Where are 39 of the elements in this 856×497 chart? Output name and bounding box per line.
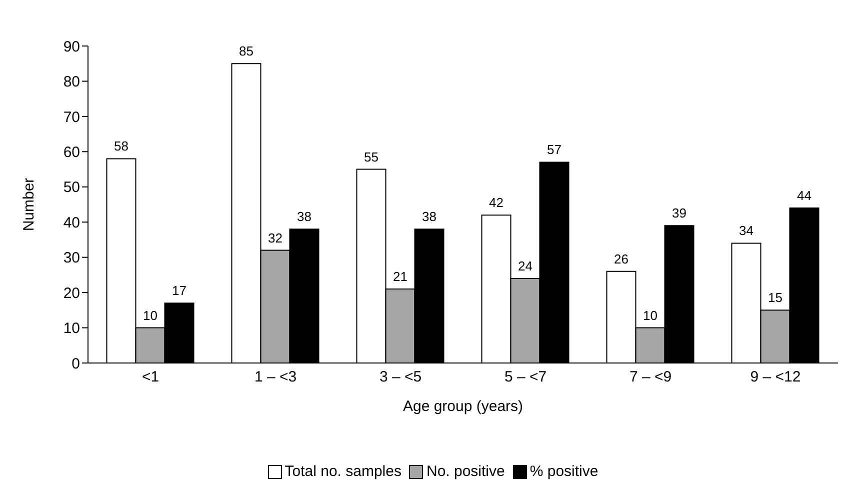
y-tick-label: 30 bbox=[63, 250, 80, 267]
data-label: 17 bbox=[172, 283, 186, 298]
y-tick-label: 90 bbox=[63, 38, 80, 56]
y-tick-label: 0 bbox=[72, 355, 80, 372]
data-label: 24 bbox=[518, 258, 532, 274]
data-label: 85 bbox=[239, 44, 254, 59]
data-label: 32 bbox=[268, 230, 282, 246]
y-axis-title: Number bbox=[20, 178, 38, 232]
data-label: 39 bbox=[672, 206, 686, 221]
data-label: 42 bbox=[489, 195, 504, 210]
data-label: 10 bbox=[143, 308, 158, 323]
data-label: 10 bbox=[643, 308, 658, 323]
y-tick-label: 10 bbox=[63, 320, 80, 338]
legend-label: Total no. samples bbox=[284, 463, 402, 480]
data-label: 38 bbox=[422, 209, 436, 224]
y-tick-label: 60 bbox=[63, 144, 80, 161]
data-label: 57 bbox=[547, 142, 562, 158]
data-label: 21 bbox=[393, 269, 408, 284]
x-tick-label: 9 – <12 bbox=[750, 368, 801, 386]
data-label: 58 bbox=[114, 138, 128, 154]
x-axis-title: Age group (years) bbox=[402, 398, 524, 415]
x-tick-label: <1 bbox=[142, 368, 160, 386]
y-tick-label: 40 bbox=[63, 214, 80, 232]
y-tick-label: 50 bbox=[63, 179, 80, 196]
x-tick-label: 1 – <3 bbox=[254, 368, 297, 386]
data-label: 26 bbox=[614, 251, 628, 266]
y-tick-label: 70 bbox=[63, 108, 80, 126]
data-label: 44 bbox=[797, 188, 812, 204]
x-tick-label: 5 – <7 bbox=[504, 368, 547, 386]
y-tick-label: 20 bbox=[63, 284, 80, 302]
data-label: 38 bbox=[297, 209, 312, 224]
x-tick-label: 3 – <5 bbox=[379, 368, 422, 386]
data-label: 55 bbox=[364, 149, 378, 164]
data-label: 15 bbox=[768, 290, 782, 306]
data-label: 34 bbox=[739, 223, 754, 238]
x-tick-label: 7 – <9 bbox=[629, 368, 672, 386]
legend-label: No. positive bbox=[426, 463, 505, 480]
legend-label: % positive bbox=[530, 463, 598, 480]
y-tick-label: 80 bbox=[63, 74, 80, 91]
